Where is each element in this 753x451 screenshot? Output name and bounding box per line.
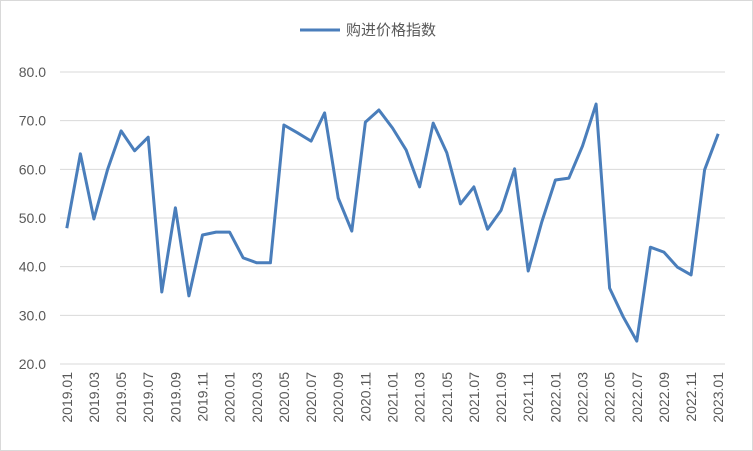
x-tick-label: 2023.01 bbox=[710, 372, 726, 423]
x-tick-label: 2020.11 bbox=[357, 372, 373, 422]
x-tick-label: 2022.05 bbox=[602, 372, 618, 423]
data-line bbox=[65, 102, 720, 343]
y-tick-label: 20.0 bbox=[19, 356, 46, 372]
x-tick-label: 2019.03 bbox=[86, 372, 102, 423]
x-tick-label: 2020.03 bbox=[249, 372, 265, 423]
legend-label: 购进价格指数 bbox=[346, 22, 436, 39]
x-tick-label: 2022.07 bbox=[629, 372, 645, 423]
y-tick-label: 40.0 bbox=[19, 259, 46, 275]
x-tick-label: 2021.03 bbox=[412, 372, 428, 423]
x-tick-label: 2020.05 bbox=[276, 372, 292, 423]
x-tick-label: 2022.11 bbox=[683, 372, 699, 422]
x-tick-label: 2020.07 bbox=[303, 372, 319, 423]
x-tick-label: 2020.01 bbox=[222, 372, 238, 423]
x-tick-label: 2022.09 bbox=[656, 372, 672, 423]
y-tick-label: 80.0 bbox=[19, 64, 46, 80]
x-tick-label: 2021.11 bbox=[520, 372, 536, 422]
y-tick-label: 70.0 bbox=[19, 113, 46, 129]
y-tick-label: 60.0 bbox=[19, 161, 46, 177]
x-tick-label: 2021.01 bbox=[385, 372, 401, 423]
x-tick-label: 2022.03 bbox=[575, 372, 591, 423]
x-tick-label: 2021.05 bbox=[439, 372, 455, 423]
x-tick-label: 2021.07 bbox=[466, 372, 482, 423]
y-tick-label: 30.0 bbox=[19, 307, 46, 323]
x-tick-label: 2020.09 bbox=[330, 372, 346, 423]
x-tick-label: 2019.01 bbox=[59, 372, 75, 423]
y-tick-label: 50.0 bbox=[19, 210, 46, 226]
x-tick-label: 2019.07 bbox=[140, 372, 156, 423]
x-tick-label: 2019.05 bbox=[113, 372, 129, 423]
x-tick-label: 2021.09 bbox=[493, 372, 509, 423]
x-tick-label: 2019.09 bbox=[167, 372, 183, 423]
x-tick-label: 2019.11 bbox=[195, 372, 211, 422]
x-tick-label: 2022.01 bbox=[547, 372, 563, 423]
